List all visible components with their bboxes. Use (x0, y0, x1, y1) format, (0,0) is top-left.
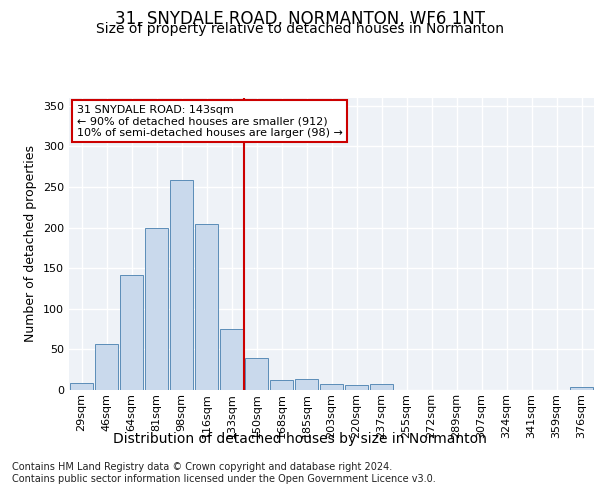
Bar (370, 384, 393, 390)
Bar (195, 224, 218, 390)
Bar (345, 385, 368, 390)
Bar (170, 180, 193, 390)
Bar (270, 380, 293, 390)
Bar (295, 380, 318, 390)
Y-axis label: Number of detached properties: Number of detached properties (25, 145, 37, 342)
Bar (320, 384, 343, 390)
Bar (220, 329, 243, 390)
Bar (70, 382, 93, 390)
Text: 31, SNYDALE ROAD, NORMANTON, WF6 1NT: 31, SNYDALE ROAD, NORMANTON, WF6 1NT (115, 10, 485, 28)
Bar (145, 228, 168, 390)
Bar (245, 358, 268, 390)
Bar (95, 344, 118, 390)
Text: Contains HM Land Registry data © Crown copyright and database right 2024.
Contai: Contains HM Land Registry data © Crown c… (12, 462, 436, 484)
Text: Distribution of detached houses by size in Normanton: Distribution of detached houses by size … (113, 432, 487, 446)
Bar (570, 387, 593, 390)
Bar (120, 274, 143, 390)
Text: Size of property relative to detached houses in Normanton: Size of property relative to detached ho… (96, 22, 504, 36)
Text: 31 SNYDALE ROAD: 143sqm
← 90% of detached houses are smaller (912)
10% of semi-d: 31 SNYDALE ROAD: 143sqm ← 90% of detache… (77, 105, 343, 138)
